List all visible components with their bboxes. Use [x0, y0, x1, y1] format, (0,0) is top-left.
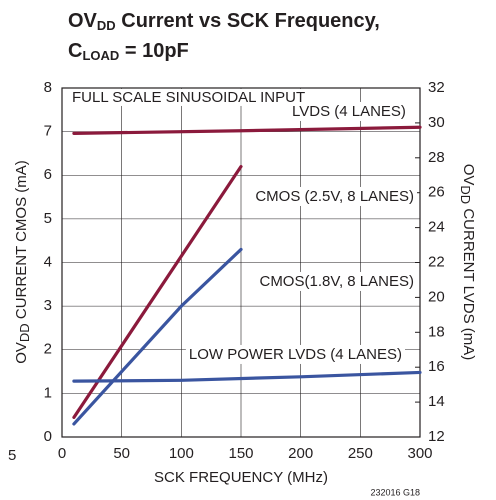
- label-background: [289, 101, 409, 121]
- x-tick-label: 250: [348, 445, 373, 462]
- y2-tick-label: 20: [428, 288, 445, 305]
- label-background: [69, 88, 309, 106]
- y2-tick-label: 30: [428, 114, 445, 131]
- y2-tick-label: 26: [428, 184, 445, 201]
- y2-tick-label: 18: [428, 323, 445, 340]
- y-axis-label: OVDD CURRENT CMOS (mA): [13, 160, 32, 364]
- cropped-text: 5: [8, 447, 16, 464]
- series-line: [72, 370, 422, 383]
- y2-tick-label: 24: [428, 219, 445, 236]
- chart-title: OVDD Current vs SCK Frequency,: [68, 10, 380, 33]
- y2-tick-label: 16: [428, 358, 445, 375]
- series-label: CMOS (2.5V, 8 LANES): [255, 188, 414, 205]
- x-tick-label: 150: [228, 445, 253, 462]
- y-tick-label: 6: [44, 166, 52, 183]
- y-tick-label: 2: [44, 341, 52, 358]
- y2-tick-label: 14: [428, 393, 445, 410]
- y-tick-label: 5: [44, 210, 52, 227]
- series-line: [72, 164, 243, 419]
- x-tick-label: 0: [58, 445, 66, 462]
- series-label: LOW POWER LVDS (4 LANES): [189, 346, 402, 363]
- y-tick-label: 1: [44, 384, 52, 401]
- x-tick-label: 200: [288, 445, 313, 462]
- series-line: [72, 125, 422, 135]
- series-label: CMOS(1.8V, 8 LANES): [259, 273, 414, 290]
- y-tick-label: 7: [44, 123, 52, 140]
- y-tick-label: 0: [44, 428, 52, 445]
- y2-tick-label: 32: [428, 79, 445, 96]
- series-label: LVDS (4 LANES): [292, 103, 406, 120]
- y2-tick-label: 12: [428, 428, 445, 445]
- figure-id: 232016 G18: [370, 487, 420, 497]
- y2-tick-label: 28: [428, 149, 445, 166]
- label-background: [256, 271, 417, 291]
- label-background: [252, 186, 418, 206]
- y-tick-label: 8: [44, 79, 52, 96]
- chart-title: CLOAD = 10pF: [68, 40, 189, 63]
- x-tick-label: 50: [113, 445, 130, 462]
- x-axis-label: SCK FREQUENCY (MHz): [154, 469, 328, 486]
- label-background: [185, 344, 405, 364]
- x-tick-label: 300: [407, 445, 432, 462]
- x-tick-label: 100: [169, 445, 194, 462]
- y-tick-label: 3: [44, 297, 52, 314]
- plot-frame: [61, 87, 421, 438]
- series-line: [72, 247, 243, 426]
- annotation: FULL SCALE SINUSOIDAL INPUT: [72, 89, 305, 106]
- y-tick-label: 4: [44, 253, 52, 270]
- y2-axis-label: OVDD CURRENT LVDS (mA): [458, 164, 477, 361]
- y2-tick-label: 22: [428, 253, 445, 270]
